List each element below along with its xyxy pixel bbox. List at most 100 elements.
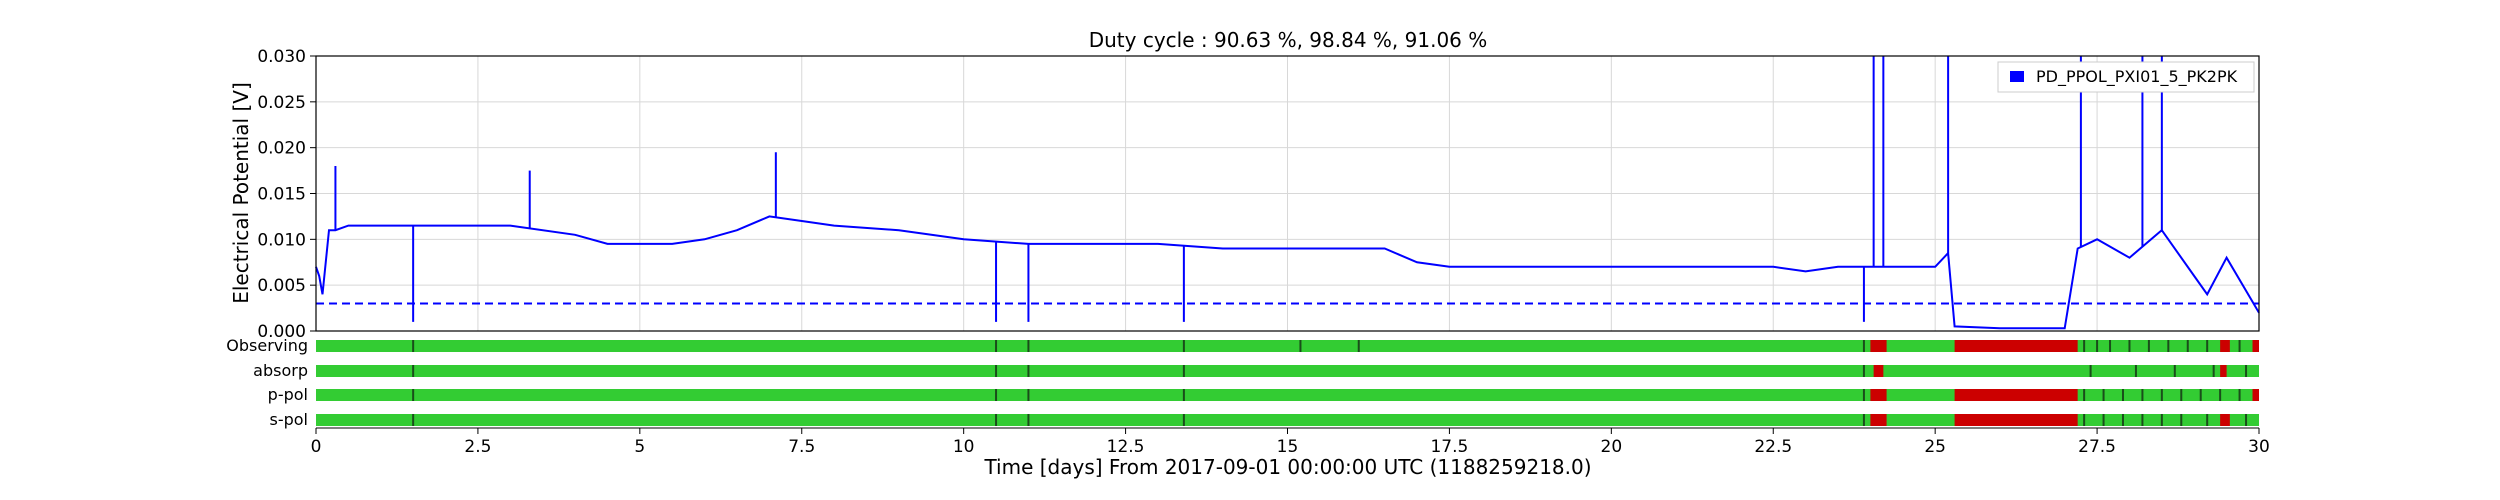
state-row-mark — [1182, 365, 1185, 377]
legend-box — [1997, 61, 2255, 93]
state-row-mark — [1357, 340, 1360, 352]
state-row-mark — [995, 414, 998, 426]
state-row-mark — [2173, 365, 2176, 377]
state-row-observing: Observing — [226, 336, 2259, 355]
x-axis-label: Time [days] From 2017-09-01 00:00:00 UTC… — [983, 455, 1591, 479]
state-row-mark — [412, 414, 415, 426]
series-line — [315, 215, 2260, 330]
state-row-label: p-pol — [268, 385, 308, 404]
chart-title: Duty cycle : 90.63 %, 98.84 %, 91.06 % — [1089, 28, 1488, 52]
state-row-mark — [412, 365, 415, 377]
state-row-inactive-segment — [2252, 340, 2259, 352]
state-row-inactive-segment — [2252, 389, 2259, 401]
state-row-mark — [1862, 389, 1865, 401]
state-row-mark — [2147, 340, 2150, 352]
state-row-inactive-segment — [1954, 389, 2078, 401]
y-tick-label: 0.025 — [257, 93, 306, 113]
y-tick-label: 0.000 — [257, 322, 306, 342]
state-row-inactive-segment — [2220, 340, 2230, 352]
x-axis-ticks: 0 2.5 5 7.5 10 12.5 15 17.5 20 22.5 25 27.5 30 — [311, 427, 2270, 457]
state-row-mark — [2212, 365, 2215, 377]
x-tick-label: 27.5 — [2078, 437, 2116, 457]
x-tick-label: 2.5 — [464, 437, 491, 457]
state-row-mark — [2083, 414, 2086, 426]
state-row-s-pol: s-pol — [270, 410, 2259, 429]
state-row-mark — [1862, 365, 1865, 377]
state-row-mark — [2180, 414, 2183, 426]
x-tick-label: 5 — [634, 437, 645, 457]
state-row-mark — [2238, 389, 2241, 401]
state-row-mark — [1027, 414, 1030, 426]
state-row-mark — [1182, 340, 1185, 352]
state-row-mark — [2199, 389, 2202, 401]
x-tick-label: 12.5 — [1107, 437, 1145, 457]
state-row-mark — [2141, 389, 2144, 401]
state-row-mark — [2089, 365, 2092, 377]
state-row-mark — [2141, 414, 2144, 426]
x-tick-label: 0 — [311, 437, 322, 457]
state-row-active-bar — [316, 340, 2259, 352]
x-tick-label: 15 — [1277, 437, 1299, 457]
state-row-mark — [1862, 340, 1865, 352]
state-row-mark — [995, 389, 998, 401]
state-row-mark — [2121, 414, 2124, 426]
y-axis-label: Electrical Potential [V] — [229, 82, 253, 304]
state-row-mark — [2160, 414, 2163, 426]
state-row-mark — [2180, 389, 2183, 401]
state-row-mark — [2134, 365, 2137, 377]
grid-lines — [316, 56, 2259, 331]
state-row-mark — [2245, 365, 2248, 377]
x-tick-label: 30 — [2248, 437, 2270, 457]
state-row-label: s-pol — [270, 410, 309, 429]
state-row-mark — [1027, 389, 1030, 401]
state-row-mark — [2109, 340, 2112, 352]
state-row-active-bar — [316, 365, 2259, 377]
state-row-active-bar — [316, 389, 2259, 401]
x-tick-label: 22.5 — [1754, 437, 1792, 457]
x-tick-label: 7.5 — [788, 437, 815, 457]
state-row-inactive-segment — [1870, 389, 1887, 401]
legend-swatch — [2010, 71, 2024, 82]
state-row-absorp: absorp — [253, 361, 2259, 380]
state-row-mark — [2083, 389, 2086, 401]
y-tick-label: 0.005 — [257, 276, 306, 296]
y-tick-label: 0.030 — [257, 47, 306, 67]
plot-frame — [315, 55, 2260, 332]
state-row-inactive-segment — [1954, 340, 2078, 352]
state-row-mark — [2206, 340, 2209, 352]
legend-label: PD_PPOL_PXI01_5_PK2PK — [2036, 67, 2238, 87]
x-tick-label: 10 — [953, 437, 975, 457]
state-row-inactive-segment — [1870, 414, 1887, 426]
state-row-mark — [2102, 389, 2105, 401]
state-row-mark — [2083, 340, 2086, 352]
x-tick-label: 25 — [1924, 437, 1946, 457]
state-row-mark — [1027, 340, 1030, 352]
state-row-mark — [1182, 389, 1185, 401]
state-row-mark — [1862, 414, 1865, 426]
state-row-p-pol: p-pol — [268, 385, 2259, 404]
state-row-mark — [412, 340, 415, 352]
state-row-active-bar — [316, 414, 2259, 426]
state-row-label: absorp — [253, 361, 308, 380]
state-row-mark — [2186, 340, 2189, 352]
state-row-mark — [2121, 389, 2124, 401]
state-rows: Observing absorp p-pol s-pol — [226, 336, 2259, 429]
state-row-inactive-segment — [1870, 340, 1887, 352]
state-row-inactive-segment — [1954, 414, 2078, 426]
x-tick-label: 17.5 — [1430, 437, 1468, 457]
y-tick-label: 0.010 — [257, 230, 306, 250]
y-axis-ticks: 0.000 0.005 0.010 0.015 0.020 0.025 0.030 — [257, 47, 316, 342]
state-row-mark — [995, 340, 998, 352]
x-tick-label: 20 — [1601, 437, 1623, 457]
state-row-mark — [2219, 389, 2222, 401]
state-row-mark — [2206, 414, 2209, 426]
state-row-mark — [995, 365, 998, 377]
state-row-mark — [2102, 414, 2105, 426]
state-row-inactive-segment — [1873, 365, 1884, 377]
state-row-mark — [1299, 340, 1302, 352]
state-row-mark — [1182, 414, 1185, 426]
y-tick-label: 0.020 — [257, 139, 306, 159]
state-row-mark — [2128, 340, 2131, 352]
state-row-mark — [412, 389, 415, 401]
